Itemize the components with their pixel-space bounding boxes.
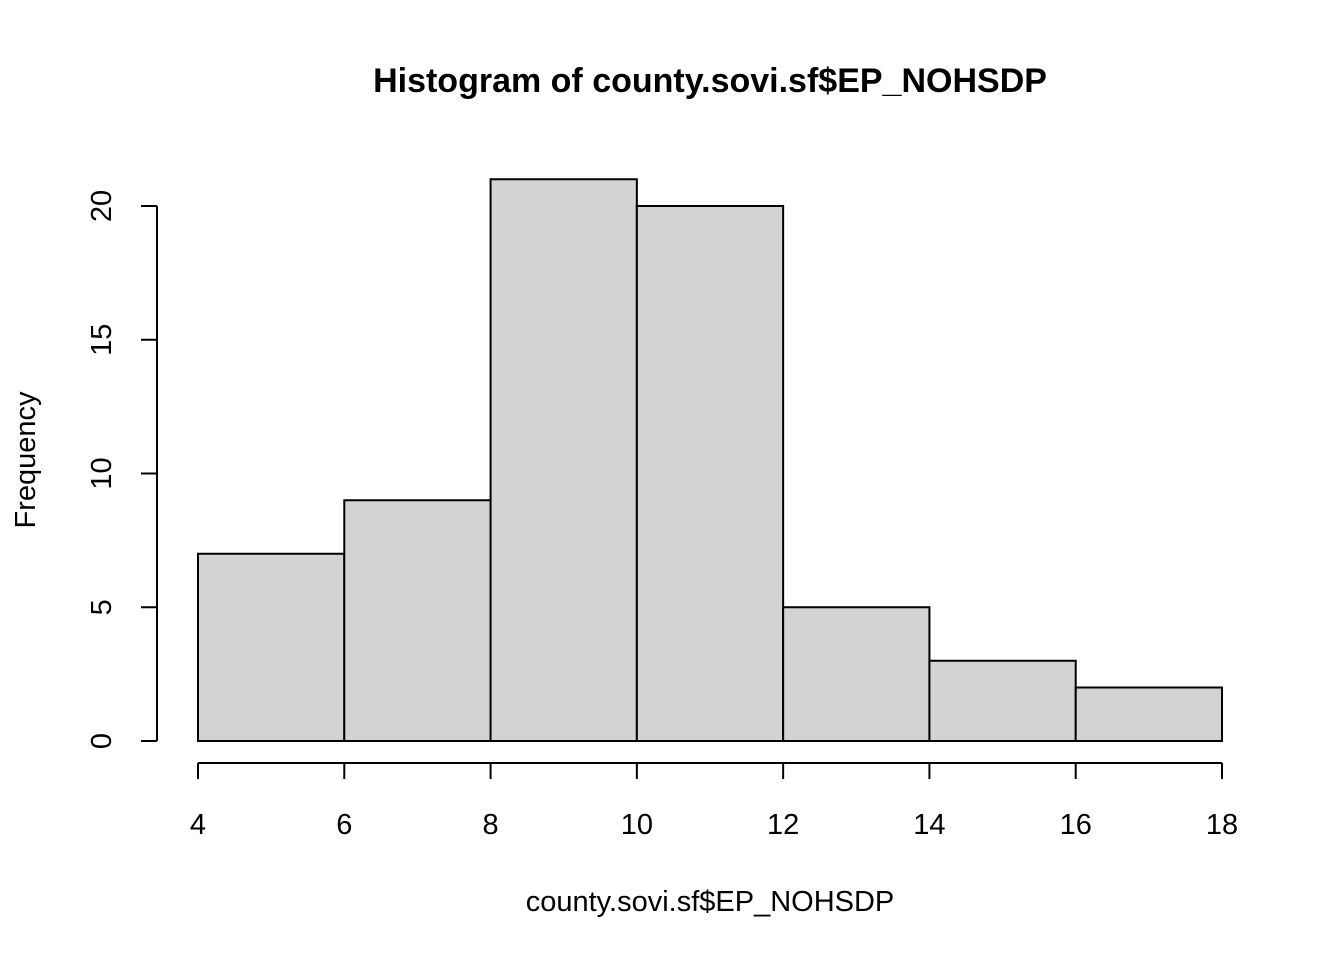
x-tick-label: 4 — [190, 809, 206, 841]
y-tick-label: 20 — [86, 190, 118, 222]
histogram-bar-4-6 — [197, 552, 346, 742]
y-axis-label: Frequency — [10, 391, 42, 529]
x-tick-label: 16 — [1060, 809, 1092, 841]
histogram-bar-10-12 — [635, 205, 785, 742]
x-tick-label: 8 — [483, 809, 499, 841]
bars-group — [197, 178, 1223, 742]
histogram-bar-8-10 — [489, 178, 638, 742]
y-tick-label: 5 — [86, 599, 118, 615]
x-axis-label: county.sovi.sf$EP_NOHSDP — [526, 886, 895, 918]
x-tick-label: 18 — [1206, 809, 1238, 841]
x-tick-label: 6 — [336, 809, 352, 841]
y-tick-label: 10 — [86, 457, 118, 489]
histogram-bar-6-8 — [343, 499, 492, 742]
x-tick-label: 10 — [621, 809, 653, 841]
histogram-bar-16-18 — [1074, 686, 1223, 742]
x-axis: 4 6 8 10 12 14 16 18 — [190, 762, 1238, 841]
y-tick-label: 15 — [86, 324, 118, 356]
x-tick-label: 14 — [913, 809, 945, 841]
y-axis: 0 5 10 15 20 — [86, 190, 158, 749]
histogram-bar-12-14 — [782, 606, 931, 742]
x-tick-label: 12 — [767, 809, 799, 841]
chart-title: Histogram of county.sovi.sf$EP_NOHSDP — [373, 62, 1047, 100]
y-tick-label: 0 — [86, 733, 118, 749]
histogram-bar-14-16 — [928, 659, 1077, 742]
